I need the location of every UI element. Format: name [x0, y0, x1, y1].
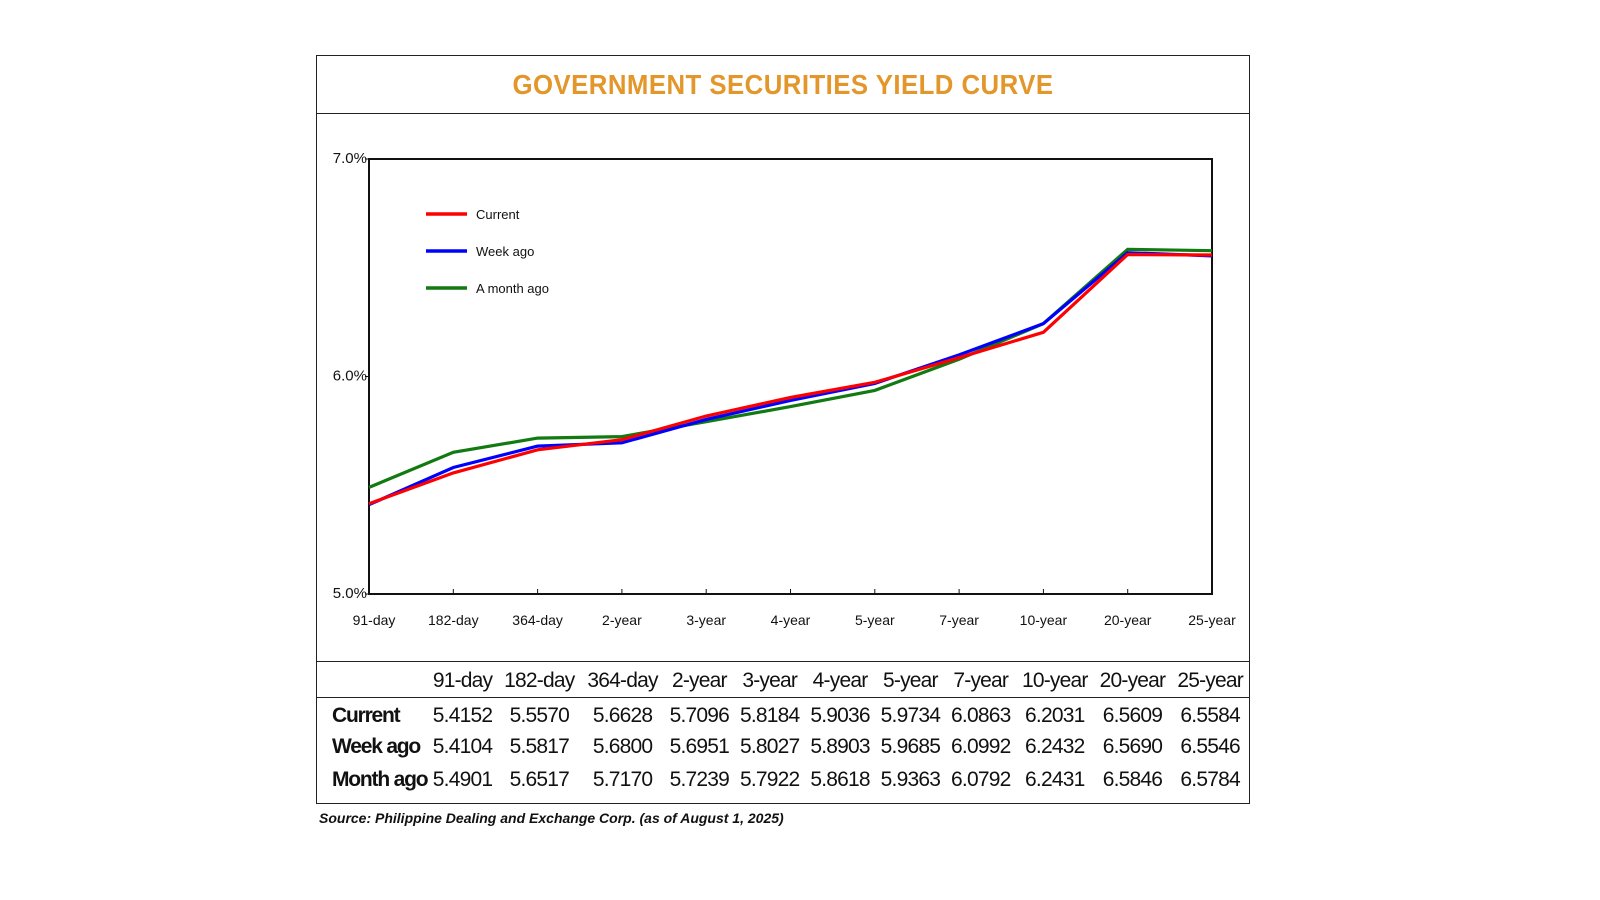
- x-tick-label: 5-year: [855, 612, 895, 628]
- x-tick-label: 3-year: [686, 612, 726, 628]
- table-cell: 5.6951: [669, 734, 730, 758]
- row-label: Week ago: [332, 734, 421, 758]
- chart-title: GOVERNMENT SECURITIES YIELD CURVE: [512, 68, 1054, 100]
- table-cell: 5.8618: [810, 767, 870, 791]
- yield-table-container: 91-day 182-day 364-day 2-year 3-year 4-year 5-…: [317, 661, 1249, 804]
- table-cell: 6.2031: [1025, 704, 1085, 728]
- x-tick-label: 25-year: [1188, 612, 1236, 628]
- table-cell: 6.2431: [1025, 767, 1085, 791]
- legend-label: Week ago: [476, 244, 534, 259]
- table-cell: 6.0792: [951, 767, 1011, 791]
- x-tick-label: 364-day: [512, 612, 563, 628]
- table-cell: 6.5846: [1102, 767, 1163, 791]
- table-cell: 6.2432: [1025, 734, 1085, 758]
- y-tick-label: 5.0%: [333, 585, 367, 602]
- table-cell: 5.9363: [880, 767, 941, 791]
- table-cell: 6.5584: [1180, 704, 1240, 728]
- axes-layer: 5.0% 6.0% 7.0% 91-day 182-day 364-day 2-year 3-…: [333, 150, 1236, 628]
- legend-label: A month ago: [476, 281, 549, 296]
- table-cell: 5.9734: [880, 704, 941, 728]
- chart-frame: GOVERNMENT SECURITIES YIELD CURVE 5.0% 6.…: [316, 55, 1250, 804]
- x-tick-label: 2-year: [602, 612, 642, 628]
- title-bar: GOVERNMENT SECURITIES YIELD CURVE: [317, 56, 1249, 114]
- table-row: Week ago 5.4104 5.5817 5.6800 5.6951 5.8027 5.…: [317, 730, 1249, 763]
- table-cell: 5.7922: [739, 767, 800, 791]
- row-label: Month ago: [332, 767, 429, 791]
- table-cell: 5.4104: [432, 734, 493, 758]
- table-header-cell: 182-day: [504, 669, 575, 693]
- x-tick-label: 10-year: [1020, 612, 1068, 628]
- table-cell: 5.4901: [432, 767, 493, 791]
- x-tick-label: 91-day: [353, 612, 396, 628]
- table-cell: 5.9685: [880, 734, 941, 758]
- y-tick-label: 7.0%: [333, 150, 367, 167]
- table-cell: 5.7239: [669, 767, 730, 791]
- table-header-cell: 4-year: [812, 669, 869, 693]
- table-cell: 5.9036: [810, 704, 870, 728]
- row-label: Current: [332, 704, 401, 728]
- table-cell: 6.5546: [1180, 734, 1240, 758]
- table-row: Month ago 5.4901 5.6517 5.7170 5.7239 5.7922 5…: [317, 763, 1249, 796]
- legend-label: Current: [476, 207, 520, 222]
- table-header-cell: 91-day: [432, 669, 493, 693]
- table-cell: 5.8027: [739, 734, 800, 758]
- x-tick-label: 182-day: [428, 612, 479, 628]
- table-header-cell: 25-year: [1177, 669, 1243, 693]
- table-cell: 5.7096: [669, 704, 730, 728]
- plot-border: [368, 158, 1213, 595]
- x-tick-label: 4-year: [771, 612, 811, 628]
- table-cell: 5.8903: [810, 734, 870, 758]
- table-header-cell: 2-year: [671, 669, 728, 693]
- table-cell: 6.0992: [951, 734, 1011, 758]
- series-line-current: [368, 252, 1213, 506]
- legend: Current Week ago A month ago: [426, 207, 549, 296]
- table-cell: 6.0863: [951, 704, 1011, 728]
- y-tick-label: 6.0%: [333, 368, 367, 385]
- table-corner-cell: [317, 662, 427, 697]
- table-cell: 6.5784: [1180, 767, 1240, 791]
- chart-plot: 5.0% 6.0% 7.0% 91-day 182-day 364-day 2-year 3-…: [333, 150, 1236, 628]
- table-header-cell: 364-day: [587, 669, 658, 693]
- table-header-cell: 5-year: [883, 669, 939, 693]
- table-header-row: 91-day 182-day 364-day 2-year 3-year 4-year 5-…: [317, 662, 1249, 697]
- table-header-cell: 10-year: [1021, 669, 1088, 693]
- x-tick-label: 7-year: [939, 612, 979, 628]
- table-cell: 5.6517: [509, 767, 570, 791]
- x-tick-label: 20-year: [1104, 612, 1152, 628]
- source-note: Source: Philippine Dealing and Exchange …: [319, 810, 784, 826]
- table-cell: 5.6800: [592, 734, 653, 758]
- table-cell: 6.5690: [1102, 734, 1163, 758]
- table-header-cell: 20-year: [1099, 669, 1166, 693]
- table-header-cell: 7-year: [953, 669, 1009, 693]
- table-cell: 5.8184: [739, 704, 800, 728]
- table-cell: 5.5570: [509, 704, 570, 728]
- series-line-week-ago: [368, 251, 1213, 507]
- table-row: Current 5.4152 5.5570 5.6628 5.7096 5.8184 5.9…: [317, 697, 1249, 730]
- table-cell: 5.5817: [509, 734, 570, 758]
- table-cell: 5.7170: [592, 767, 653, 791]
- table-cell: 5.4152: [432, 704, 493, 728]
- table-cell: 5.6628: [592, 704, 653, 728]
- table-body: Current 5.4152 5.5570 5.6628 5.7096 5.8184 5.9…: [317, 697, 1249, 796]
- table-cell: 6.5609: [1102, 704, 1163, 728]
- table-header-cell: 3-year: [742, 669, 798, 693]
- yield-table: 91-day 182-day 364-day 2-year 3-year 4-year 5-…: [317, 662, 1249, 796]
- series-layer: [368, 247, 1213, 507]
